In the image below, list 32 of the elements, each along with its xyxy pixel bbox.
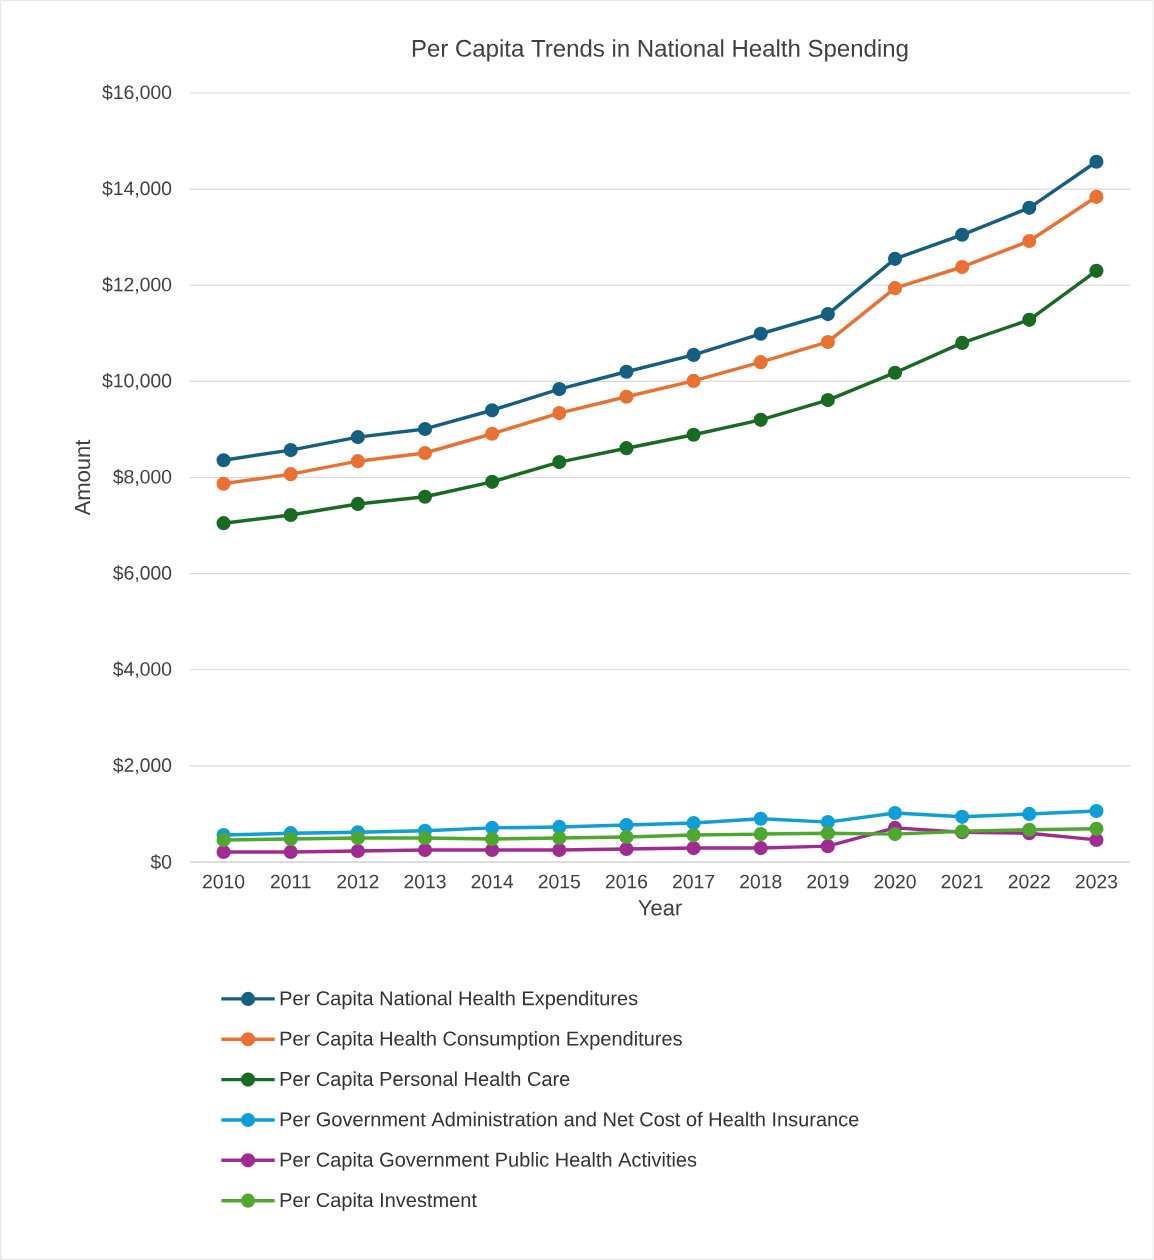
legend-label: Per Capita Personal Health Care <box>280 1071 570 1090</box>
x-tick-label: 2012 <box>337 874 379 889</box>
y-axis-title: Amount <box>74 439 91 516</box>
x-tick-label: 2018 <box>740 874 782 889</box>
legend-label: Per Capita National Health Expenditures <box>280 990 638 1010</box>
legend-label: Per Capita Government Public Health Activities <box>280 1152 697 1171</box>
x-tick-label: 2015 <box>538 874 580 889</box>
x-tick-label: 2011 <box>270 874 311 889</box>
legend-label: Per Government Administration and Net Cost of Health Insurance <box>280 1111 859 1127</box>
x-tick-label: 2020 <box>874 874 916 889</box>
x-tick-label: 2017 <box>673 874 715 889</box>
x-tick-label: 2021 <box>941 874 983 889</box>
x-tick-label: 2023 <box>1075 874 1118 889</box>
y-tick-label: $16,000 <box>102 84 172 102</box>
y-tick-label: $2,000 <box>113 757 172 775</box>
legend-label: Per Capita Health Consumption Expenditures <box>280 1031 682 1050</box>
y-tick-label: $14,000 <box>102 180 172 198</box>
x-tick-label: 2010 <box>203 874 245 889</box>
y-tick-label: $0 <box>150 854 172 870</box>
x-tick-label: 2019 <box>807 874 849 889</box>
y-tick-label: $12,000 <box>102 276 172 294</box>
y-tick-label: $8,000 <box>113 469 172 486</box>
legend-label: Per Capita Investment <box>280 1192 477 1212</box>
y-tick-label: $10,000 <box>102 372 172 390</box>
chart-title: Per Capita Trends in National Health Spending <box>412 39 908 62</box>
y-tick-label: $4,000 <box>113 661 172 679</box>
x-tick-label: 2013 <box>404 874 446 889</box>
x-tick-label: 2014 <box>471 874 514 889</box>
x-axis-title: Year <box>638 900 682 916</box>
y-tick-label: $6,000 <box>113 565 172 583</box>
x-tick-label: 2016 <box>605 874 648 889</box>
x-tick-label: 2022 <box>1008 874 1050 889</box>
